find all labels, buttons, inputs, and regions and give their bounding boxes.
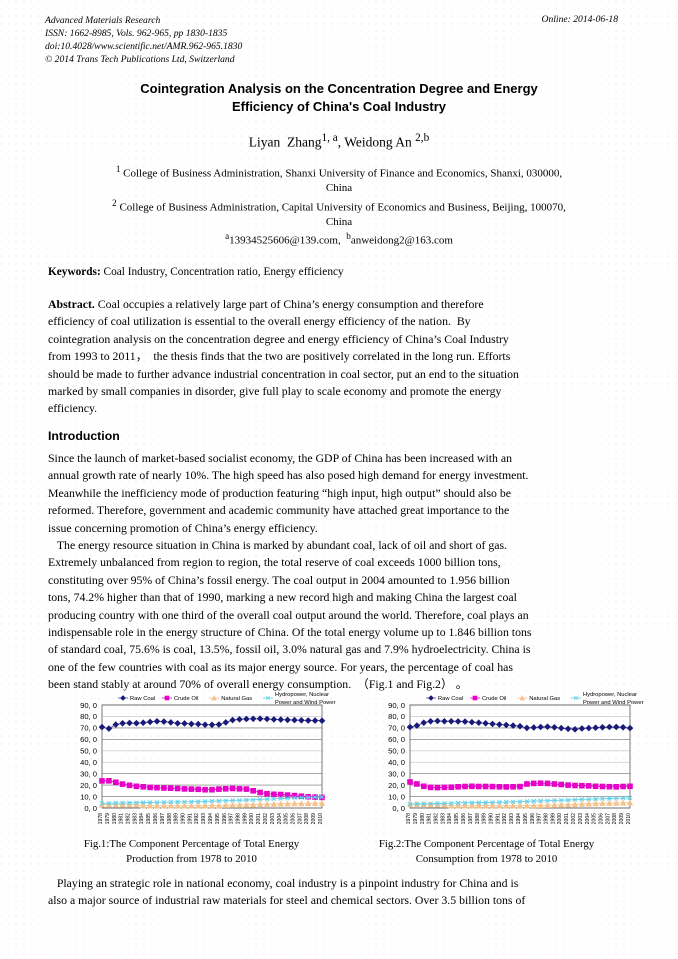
svg-text:1980: 1980 bbox=[112, 813, 118, 824]
svg-text:1986: 1986 bbox=[153, 813, 159, 824]
svg-text:Crude Oil: Crude Oil bbox=[482, 696, 506, 702]
svg-text:1995: 1995 bbox=[523, 813, 529, 824]
svg-text:1994: 1994 bbox=[516, 813, 522, 824]
svg-text:1991: 1991 bbox=[495, 813, 501, 824]
svg-text:1978: 1978 bbox=[98, 813, 104, 824]
svg-text:2006: 2006 bbox=[599, 813, 605, 824]
svg-text:2008: 2008 bbox=[304, 813, 310, 824]
svg-text:2001: 2001 bbox=[256, 813, 262, 824]
svg-text:1996: 1996 bbox=[530, 813, 536, 824]
svg-text:1998: 1998 bbox=[544, 813, 550, 824]
svg-text:1981: 1981 bbox=[427, 813, 433, 824]
svg-text:2000: 2000 bbox=[557, 813, 563, 824]
svg-text:1998: 1998 bbox=[236, 813, 242, 824]
svg-text:Natural Gas: Natural Gas bbox=[221, 696, 252, 702]
svg-text:2004: 2004 bbox=[585, 813, 591, 824]
svg-text:1987: 1987 bbox=[468, 813, 474, 824]
svg-text:2000: 2000 bbox=[249, 813, 255, 824]
svg-text:90, 0: 90, 0 bbox=[80, 701, 97, 710]
svg-text:1980: 1980 bbox=[420, 813, 426, 824]
svg-text:50, 0: 50, 0 bbox=[388, 747, 405, 756]
svg-text:30, 0: 30, 0 bbox=[388, 770, 405, 779]
svg-text:Hydropower, Nuclear: Hydropower, Nuclear bbox=[275, 692, 329, 698]
svg-text:10, 0: 10, 0 bbox=[80, 792, 97, 801]
svg-text:2003: 2003 bbox=[270, 813, 276, 824]
svg-text:50, 0: 50, 0 bbox=[80, 747, 97, 756]
svg-text:2004: 2004 bbox=[277, 813, 283, 824]
svg-text:60, 0: 60, 0 bbox=[388, 735, 405, 744]
svg-text:1983: 1983 bbox=[440, 813, 446, 824]
svg-text:40, 0: 40, 0 bbox=[80, 758, 97, 767]
svg-text:2010: 2010 bbox=[318, 813, 324, 824]
svg-text:1992: 1992 bbox=[194, 813, 200, 824]
svg-text:1999: 1999 bbox=[550, 813, 556, 824]
svg-text:90, 0: 90, 0 bbox=[388, 701, 405, 710]
svg-text:1982: 1982 bbox=[126, 813, 132, 824]
svg-text:Natural Gas: Natural Gas bbox=[529, 696, 560, 702]
svg-text:1986: 1986 bbox=[461, 813, 467, 824]
svg-text:1992: 1992 bbox=[502, 813, 508, 824]
svg-text:0, 0: 0, 0 bbox=[84, 804, 97, 813]
svg-text:1978: 1978 bbox=[406, 813, 412, 824]
svg-text:60, 0: 60, 0 bbox=[80, 735, 97, 744]
svg-text:1994: 1994 bbox=[208, 813, 214, 824]
svg-text:1988: 1988 bbox=[475, 813, 481, 824]
svg-text:2006: 2006 bbox=[291, 813, 297, 824]
svg-text:1995: 1995 bbox=[215, 813, 221, 824]
svg-text:1979: 1979 bbox=[413, 813, 419, 824]
svg-text:70, 0: 70, 0 bbox=[80, 724, 97, 733]
svg-text:1989: 1989 bbox=[174, 813, 180, 824]
svg-text:1997: 1997 bbox=[229, 813, 235, 824]
svg-text:2003: 2003 bbox=[578, 813, 584, 824]
svg-text:2002: 2002 bbox=[263, 813, 269, 824]
svg-text:0, 0: 0, 0 bbox=[392, 804, 405, 813]
svg-text:80, 0: 80, 0 bbox=[388, 712, 405, 721]
svg-text:2010: 2010 bbox=[626, 813, 632, 824]
svg-text:1993: 1993 bbox=[509, 813, 515, 824]
svg-text:1999: 1999 bbox=[242, 813, 248, 824]
svg-text:2001: 2001 bbox=[564, 813, 570, 824]
svg-text:1983: 1983 bbox=[132, 813, 138, 824]
svg-text:2009: 2009 bbox=[619, 813, 625, 824]
svg-text:1985: 1985 bbox=[146, 813, 152, 824]
svg-text:1987: 1987 bbox=[160, 813, 166, 824]
svg-text:1982: 1982 bbox=[434, 813, 440, 824]
svg-text:20, 0: 20, 0 bbox=[388, 781, 405, 790]
svg-text:1990: 1990 bbox=[489, 813, 495, 824]
svg-text:30, 0: 30, 0 bbox=[80, 770, 97, 779]
svg-text:1981: 1981 bbox=[119, 813, 125, 824]
svg-text:40, 0: 40, 0 bbox=[388, 758, 405, 767]
svg-text:1985: 1985 bbox=[454, 813, 460, 824]
svg-text:2007: 2007 bbox=[297, 813, 303, 824]
svg-text:1993: 1993 bbox=[201, 813, 207, 824]
svg-text:1996: 1996 bbox=[222, 813, 228, 824]
svg-text:Raw Coal: Raw Coal bbox=[438, 696, 463, 702]
svg-text:1988: 1988 bbox=[167, 813, 173, 824]
svg-text:2009: 2009 bbox=[311, 813, 317, 824]
svg-text:Hydropower, Nuclear: Hydropower, Nuclear bbox=[583, 692, 637, 698]
svg-text:Crude Oil: Crude Oil bbox=[174, 696, 198, 702]
svg-text:2005: 2005 bbox=[592, 813, 598, 824]
svg-text:80, 0: 80, 0 bbox=[80, 712, 97, 721]
svg-text:2007: 2007 bbox=[605, 813, 611, 824]
svg-text:10, 0: 10, 0 bbox=[388, 792, 405, 801]
svg-text:20, 0: 20, 0 bbox=[80, 781, 97, 790]
svg-text:2002: 2002 bbox=[571, 813, 577, 824]
svg-text:2005: 2005 bbox=[284, 813, 290, 824]
svg-text:Raw Coal: Raw Coal bbox=[130, 696, 155, 702]
svg-text:2008: 2008 bbox=[612, 813, 618, 824]
svg-text:70, 0: 70, 0 bbox=[388, 724, 405, 733]
svg-text:1991: 1991 bbox=[187, 813, 193, 824]
svg-text:1989: 1989 bbox=[482, 813, 488, 824]
svg-text:1979: 1979 bbox=[105, 813, 111, 824]
svg-text:1984: 1984 bbox=[447, 813, 453, 824]
svg-text:1984: 1984 bbox=[139, 813, 145, 824]
svg-text:1997: 1997 bbox=[537, 813, 543, 824]
svg-text:1990: 1990 bbox=[181, 813, 187, 824]
